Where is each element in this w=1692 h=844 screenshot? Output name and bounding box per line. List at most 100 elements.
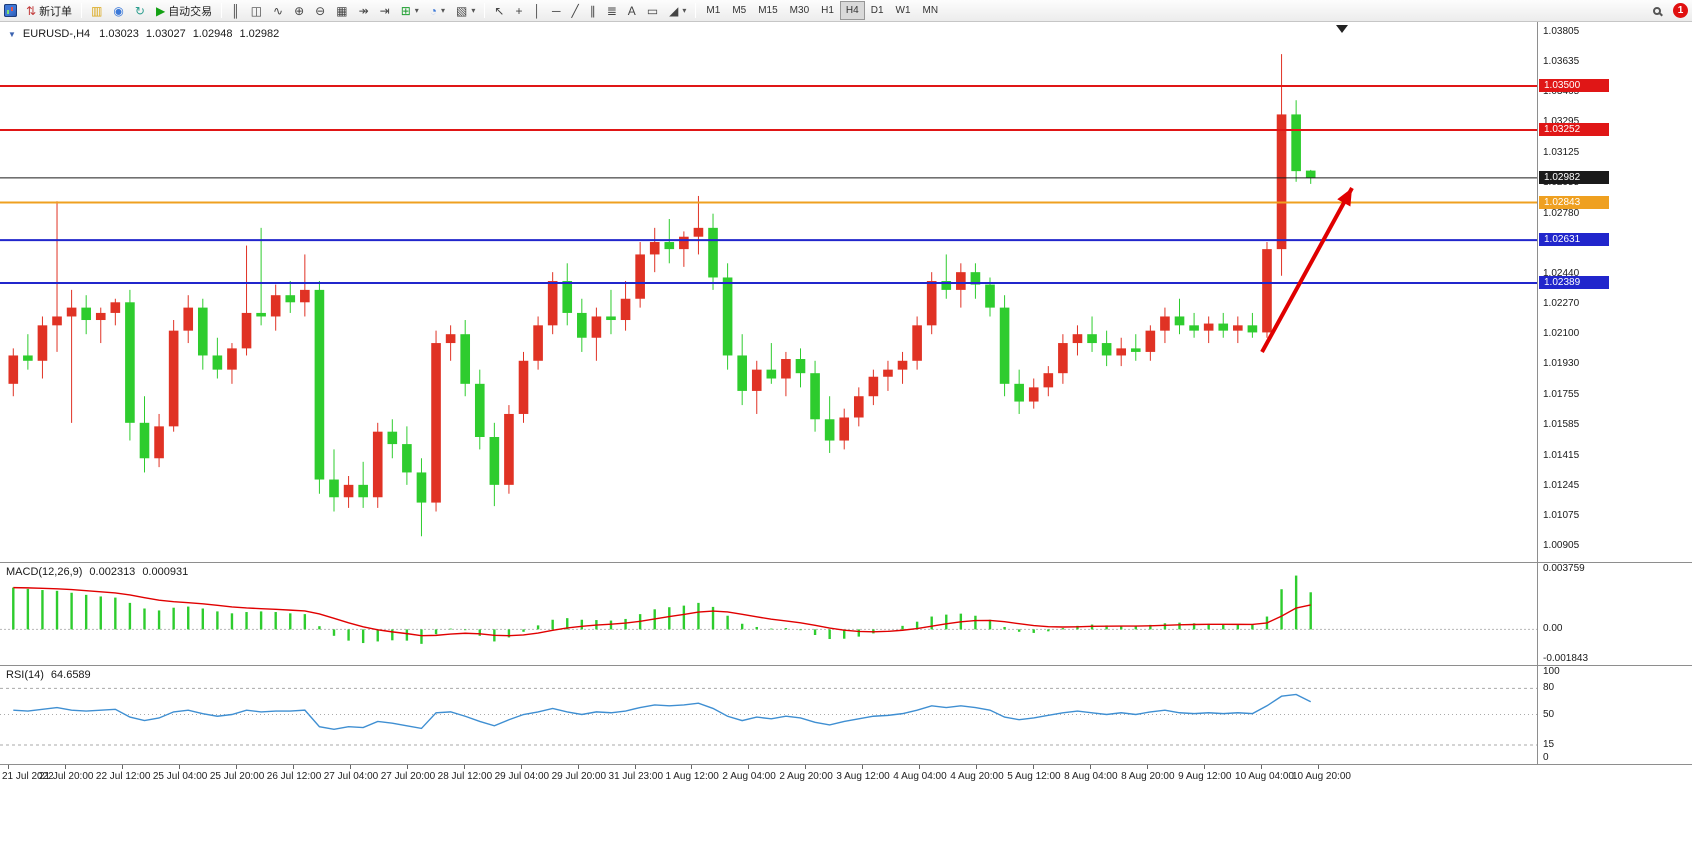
timeframe-group: M1 M5 M15 M30 H1 H4 D1 W1 MN: [700, 1, 944, 20]
price-line-badge: 1.02631: [1539, 233, 1609, 247]
macd-axis[interactable]: 0.003759 0.00 -0.001843: [1537, 563, 1615, 665]
charts-button[interactable]: ▥: [86, 1, 107, 20]
refresh-button[interactable]: ↻: [130, 1, 150, 20]
price-axis[interactable]: 1.038051.036351.034651.032951.031251.029…: [1537, 22, 1615, 562]
community-button[interactable]: ◉: [108, 1, 128, 20]
symbol-dropdown-icon[interactable]: ▼: [8, 29, 16, 39]
tile-windows-icon: ▦: [336, 3, 348, 18]
time-label: 10 Aug 04:00: [1235, 771, 1294, 782]
new-order-button[interactable]: ⇅ 新订单: [21, 1, 77, 20]
shapes-icon: ◢: [669, 3, 679, 18]
timeframe-button-m1[interactable]: M1: [700, 1, 726, 20]
quote-open: 1.03023: [99, 28, 139, 40]
time-tick: [121, 765, 123, 769]
time-tick: [691, 765, 693, 769]
candlestick-chart[interactable]: [0, 22, 1537, 562]
autotrading-button[interactable]: ▶ 自动交易: [151, 1, 217, 20]
chart-shift-icon: ⇥: [379, 3, 390, 18]
price-line-badge: 1.03252: [1539, 123, 1609, 136]
indicator-tick: 0.00: [1543, 623, 1563, 635]
new-chart-button[interactable]: ⊞ ▾: [396, 1, 424, 20]
cursor-tool-button[interactable]: ↖: [489, 1, 509, 20]
rsi-axis[interactable]: 100 80 50 15 0: [1537, 666, 1615, 764]
templates-button[interactable]: ▧ ▾: [451, 1, 480, 20]
quote-low: 1.02948: [192, 28, 233, 40]
time-axis[interactable]: 21 Jul 2022 21 Jul 20:00 22 Jul 12:00 25 Ju…: [0, 764, 1692, 785]
time-label: 27 Jul 04:00: [323, 771, 379, 782]
time-tick: [577, 765, 579, 769]
time-tick: [1090, 765, 1092, 769]
shapes-tool-button[interactable]: ◢ ▾: [664, 1, 691, 20]
indicator-tick: 0.003759: [1543, 563, 1585, 574]
line-chart-button[interactable]: ∿: [268, 1, 288, 20]
time-label: 10 Aug 20:00: [1292, 771, 1351, 782]
time-label: 29 Jul 20:00: [551, 771, 607, 782]
horizontal-line-tool-button[interactable]: ─: [547, 1, 566, 20]
time-label: 1 Aug 12:00: [665, 771, 719, 782]
time-label: 2 Aug 20:00: [779, 771, 833, 782]
macd-chart[interactable]: [0, 563, 1537, 665]
price-tick: 1.03295: [1543, 116, 1580, 128]
time-label: 21 Jul 20:00: [38, 771, 94, 782]
time-label: 25 Jul 20:00: [209, 771, 265, 782]
new-order-label: 新订单: [39, 5, 73, 18]
chart-shift-marker[interactable]: [1336, 25, 1348, 33]
timeframe-button-m15[interactable]: M15: [752, 1, 783, 20]
time-tick: [8, 765, 9, 769]
notification-badge[interactable]: 1: [1673, 3, 1688, 18]
tile-windows-button[interactable]: ▦: [331, 1, 352, 20]
bar-chart-button[interactable]: ║: [226, 1, 245, 20]
price-tick: 1.02780: [1543, 207, 1580, 219]
main-toolbar: ⇅ 新订单 ▥ ◉ ↻ ▶ 自动交易 ║ ◫ ∿ ⊕ ⊖ ▦ ↠ ⇥ ⊞ ▾ ◔ ▾…: [0, 0, 1692, 22]
time-tick: [1261, 765, 1263, 769]
time-tick: [520, 765, 522, 769]
trendline-tool-button[interactable]: ╱: [567, 1, 584, 20]
price-tick: 1.01075: [1543, 509, 1580, 521]
rsi-chart[interactable]: [0, 666, 1537, 764]
timeframe-button-mn[interactable]: MN: [917, 1, 945, 20]
chart-shift-button[interactable]: ⇥: [375, 1, 395, 20]
template-icon: ▧: [456, 3, 468, 18]
label-tool-button[interactable]: ▭: [642, 1, 663, 20]
timeframe-button-m5[interactable]: M5: [726, 1, 752, 20]
candlestick-button[interactable]: ◫: [246, 1, 267, 20]
channel-icon: ∥: [589, 3, 596, 18]
fibonacci-tool-button[interactable]: ≣: [602, 1, 622, 20]
refresh-icon: ↻: [134, 3, 145, 18]
trend-arrow-annotation[interactable]: [1260, 187, 1354, 353]
timeframe-button-d1[interactable]: D1: [865, 1, 890, 20]
time-tick: [805, 765, 807, 769]
zoom-out-button[interactable]: ⊖: [310, 1, 330, 20]
crosshair-tool-button[interactable]: +: [510, 1, 527, 20]
price-tick: 1.02270: [1543, 298, 1580, 310]
rsi-panel: 100 80 50 15 0 RSI(14) 64.6589: [0, 665, 1692, 764]
time-label: 26 Jul 12:00: [266, 771, 322, 782]
rsi-value: 64.6589: [50, 669, 91, 681]
channel-tool-button[interactable]: ∥: [585, 1, 601, 20]
clock-icon: ◔: [429, 3, 438, 18]
periods-button[interactable]: ◔ ▾: [425, 1, 450, 20]
text-tool-button[interactable]: A: [623, 1, 641, 20]
indicator-tick: 0: [1543, 752, 1549, 763]
time-tick: [1318, 765, 1319, 769]
toolbar-divider: [221, 3, 223, 18]
timeframe-button-h4[interactable]: H4: [839, 1, 865, 20]
price-tick: 1.03805: [1543, 26, 1580, 37]
auto-scroll-button[interactable]: ↠: [354, 1, 374, 20]
auto-scroll-icon: ↠: [358, 3, 369, 18]
timeframe-button-m30[interactable]: M30: [784, 1, 815, 20]
symbol-label: EURUSD-,H4: [22, 28, 91, 40]
search-icon: [1653, 6, 1661, 15]
vertical-line-tool-button[interactable]: │: [528, 1, 546, 20]
timeframe-button-w1[interactable]: W1: [890, 1, 917, 20]
timeframe-button-h1[interactable]: H1: [815, 1, 840, 20]
price-tick: 1.01585: [1543, 419, 1580, 431]
app-logo-icon: [4, 4, 17, 17]
candlestick-icon: ◫: [250, 3, 263, 18]
chart-quote-header: ▼ EURUSD-,H4 1.03023 1.03027 1.02948 1.0…: [8, 28, 279, 40]
price-tick: 1.03635: [1543, 56, 1580, 68]
time-tick: [862, 765, 864, 769]
zoom-in-button[interactable]: ⊕: [289, 1, 309, 20]
price-line-badge: 1.02982: [1539, 170, 1609, 184]
search-button[interactable]: [1648, 1, 1666, 20]
